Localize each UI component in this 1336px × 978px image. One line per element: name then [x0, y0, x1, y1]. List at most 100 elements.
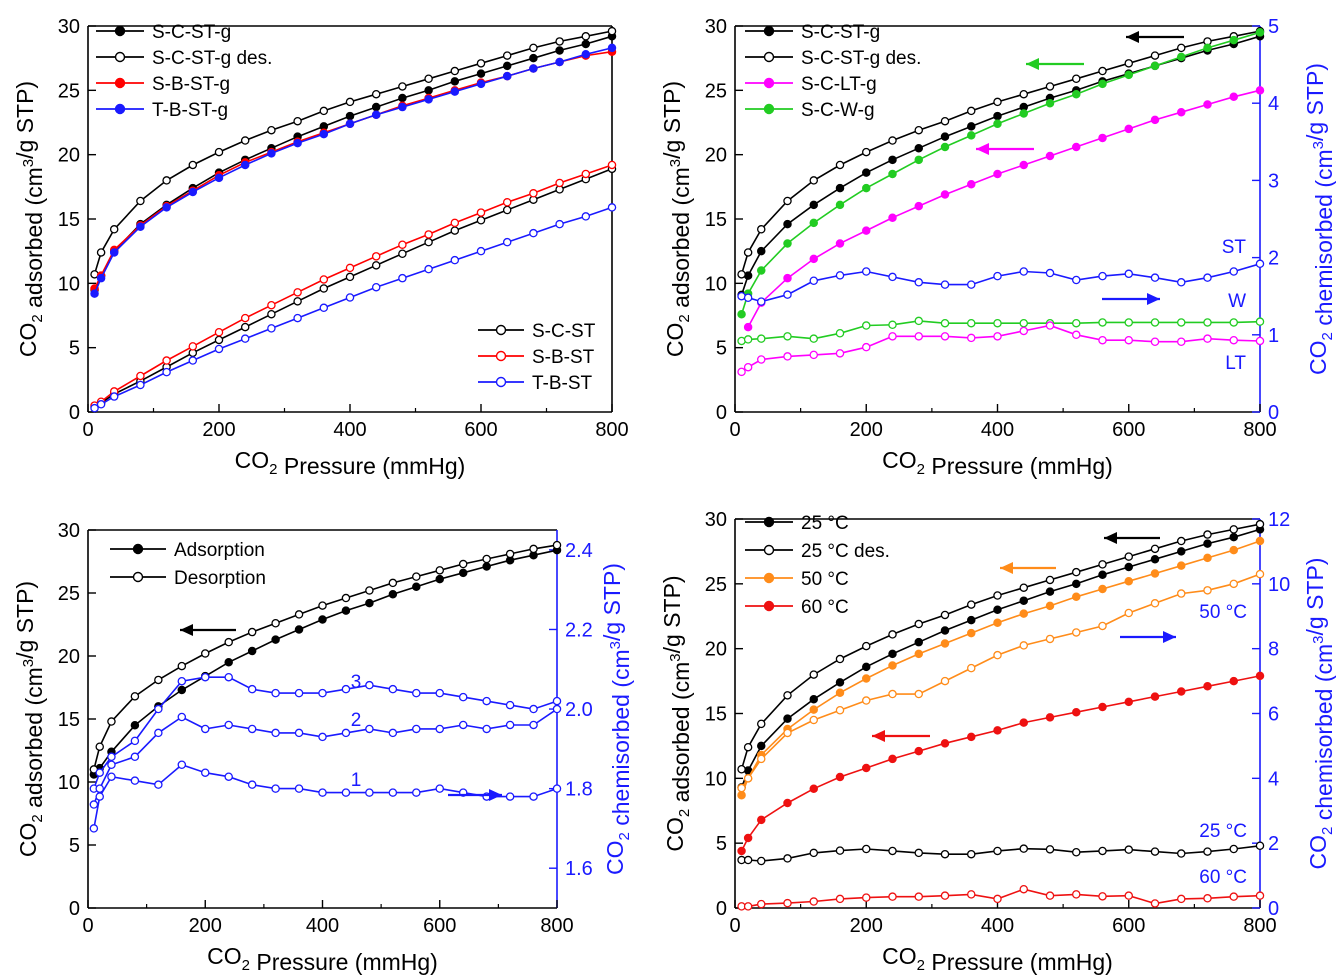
- data-point: [90, 403, 99, 413]
- data-point: [743, 833, 753, 843]
- data-point: [1150, 569, 1160, 578]
- data-point: [888, 892, 897, 901]
- data-point: [1229, 335, 1239, 345]
- y2-tick-label: 2: [1268, 833, 1279, 855]
- y-axis-title: CO2 adsorbed (cm3/g STP): [659, 575, 694, 851]
- data-point: [162, 176, 171, 185]
- data-point: [757, 266, 766, 275]
- y-tick-label: 30: [705, 16, 727, 38]
- data-point: [914, 155, 924, 165]
- legend-marker: [763, 600, 775, 612]
- data-point: [177, 661, 187, 671]
- series-line-6: [94, 206, 613, 409]
- data-point: [271, 784, 280, 793]
- legend-label: Desorption: [174, 568, 266, 589]
- data-point: [757, 719, 766, 729]
- data-point: [162, 367, 171, 377]
- curve-annotation: W: [1228, 291, 1246, 312]
- data-point: [371, 89, 381, 99]
- data-point: [505, 700, 515, 710]
- series-line-2: [740, 540, 1261, 796]
- data-point: [1124, 697, 1134, 707]
- data-point: [398, 93, 407, 103]
- legend-label: T-B-ST: [532, 373, 593, 394]
- data-point: [1255, 317, 1265, 326]
- data-point: [940, 676, 950, 686]
- data-point: [809, 254, 819, 264]
- data-point: [476, 246, 486, 256]
- data-point: [109, 392, 119, 401]
- y-tick-label: 15: [705, 209, 727, 231]
- data-point: [529, 43, 538, 53]
- data-point: [1098, 892, 1107, 901]
- data-point: [1229, 545, 1239, 555]
- y-tick-label: 10: [58, 273, 80, 295]
- data-point: [809, 276, 819, 286]
- data-point: [1255, 536, 1265, 546]
- data-point: [96, 248, 106, 257]
- data-point: [1255, 569, 1265, 579]
- data-point: [1177, 849, 1186, 858]
- y2-tick-label: 4: [1268, 768, 1279, 790]
- data-point: [737, 367, 746, 377]
- data-point: [450, 226, 460, 235]
- legend-marker: [132, 543, 144, 555]
- y-tick-label: 10: [705, 273, 727, 295]
- data-point: [743, 248, 753, 257]
- data-point: [435, 724, 444, 734]
- data-point: [1124, 335, 1134, 345]
- data-point: [1124, 552, 1134, 561]
- data-point: [888, 332, 897, 341]
- data-point: [1255, 891, 1265, 900]
- data-point: [581, 50, 591, 59]
- data-point: [388, 578, 398, 588]
- y-tick-label: 30: [705, 509, 727, 531]
- data-point: [1045, 845, 1055, 854]
- series-line-5: [94, 164, 613, 407]
- x-tick-label: 800: [1243, 419, 1276, 441]
- data-point: [240, 313, 250, 323]
- data-point: [809, 670, 819, 679]
- data-point: [940, 132, 950, 141]
- data-point: [130, 736, 140, 746]
- legend-label: 60 °C: [801, 597, 849, 618]
- data-point: [757, 297, 766, 306]
- data-point: [967, 131, 976, 140]
- data-point: [1177, 43, 1186, 53]
- data-point: [607, 43, 617, 53]
- y2-axis-title: CO2 chemisorbed (cm3/g STP): [1302, 558, 1336, 870]
- data-point: [993, 318, 1002, 328]
- data-point: [271, 688, 280, 698]
- data-point: [783, 691, 792, 700]
- axis-arrow-head: [872, 730, 885, 742]
- data-point: [1019, 641, 1029, 650]
- series-line-5: [741, 320, 1261, 342]
- data-point: [555, 178, 564, 188]
- data-point: [1177, 278, 1186, 287]
- data-point: [1098, 66, 1107, 76]
- data-point: [529, 704, 538, 714]
- data-point: [412, 724, 421, 734]
- data-point: [1203, 847, 1212, 856]
- data-point: [345, 263, 355, 273]
- data-point: [607, 203, 617, 212]
- data-point: [458, 720, 468, 730]
- data-point: [89, 824, 99, 833]
- data-point: [993, 591, 1002, 600]
- data-point: [450, 255, 460, 265]
- data-point: [1019, 844, 1029, 853]
- data-point: [424, 86, 433, 95]
- data-point: [188, 356, 198, 365]
- legend-label: S-B-ST-g: [152, 74, 230, 95]
- y2-tick-label: 6: [1268, 704, 1279, 726]
- data-point: [888, 649, 897, 659]
- legend-label: S-C-ST-g: [801, 22, 880, 43]
- data-point: [388, 728, 398, 738]
- y-tick-label: 25: [705, 80, 727, 102]
- data-point: [502, 61, 512, 71]
- data-point: [1019, 583, 1029, 592]
- data-point: [294, 610, 304, 619]
- data-point: [136, 196, 145, 206]
- data-point: [940, 318, 950, 328]
- data-point: [1045, 321, 1055, 330]
